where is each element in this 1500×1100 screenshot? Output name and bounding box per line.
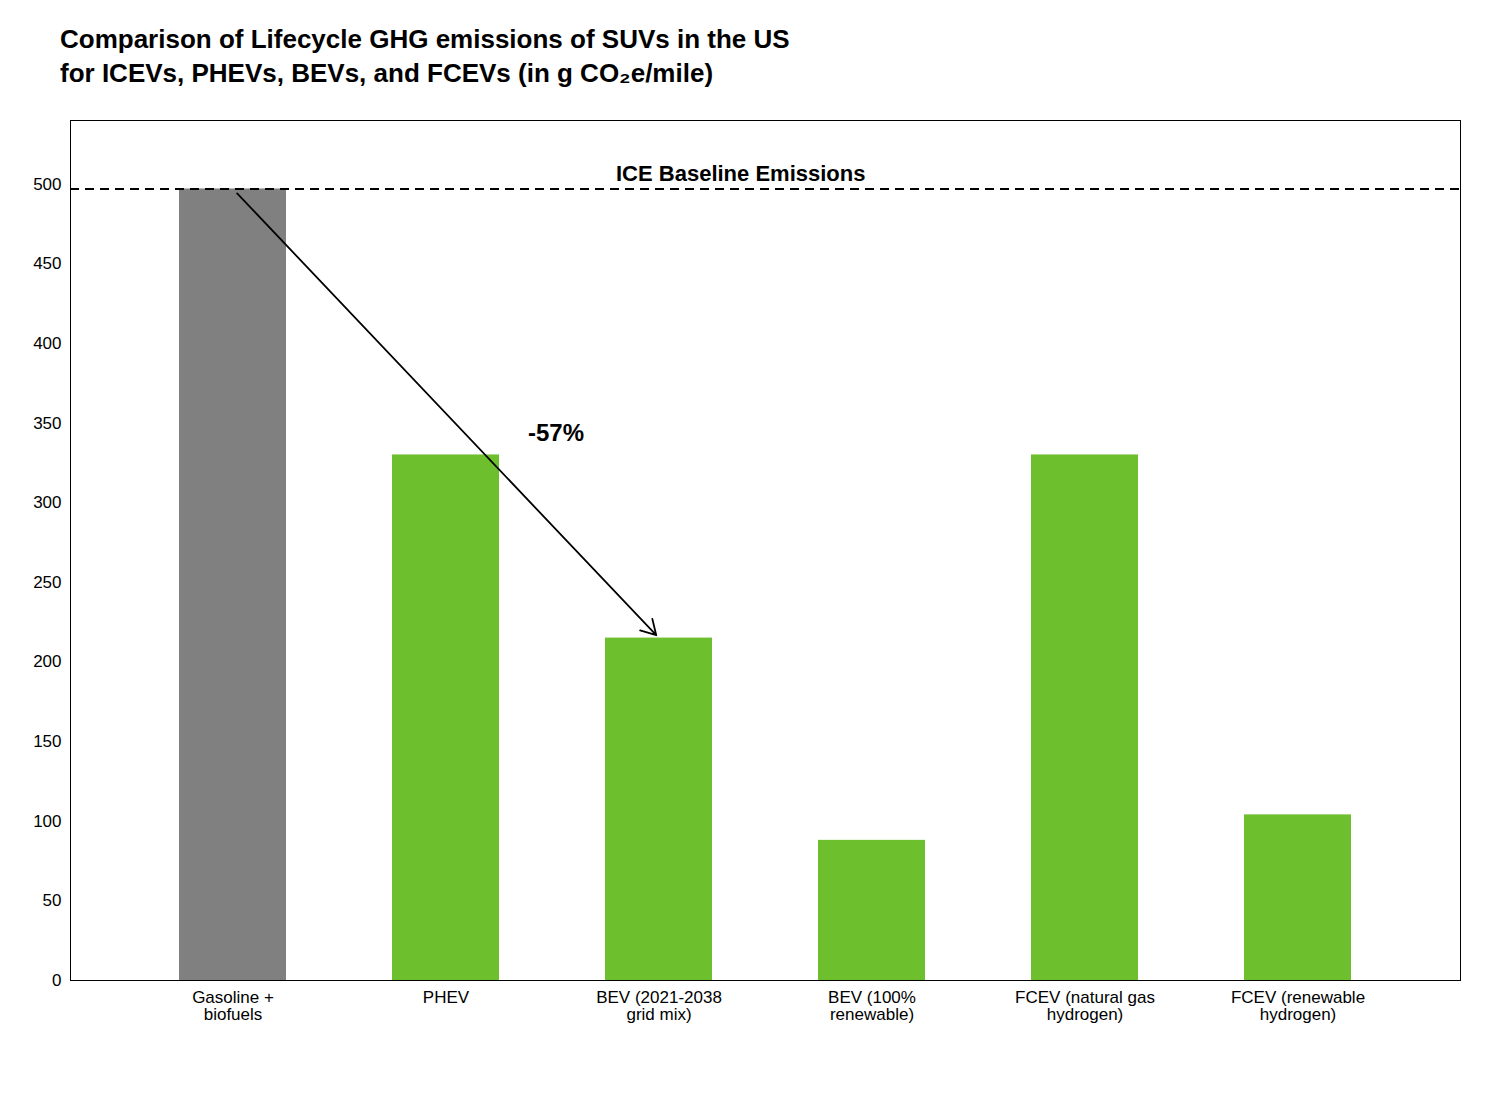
svg-text:FCEV (renewablehydrogen): FCEV (renewablehydrogen) [1231,988,1365,1024]
svg-text:0: 0 [52,971,61,990]
svg-text:200: 200 [33,652,61,671]
svg-text:BEV (2021-2038grid mix): BEV (2021-2038grid mix) [596,988,722,1024]
svg-text:400: 400 [33,334,61,353]
svg-text:BEV (100%renewable): BEV (100%renewable) [828,988,916,1024]
svg-text:50: 50 [43,891,62,910]
svg-text:100: 100 [33,812,61,831]
svg-text:300: 300 [33,493,61,512]
svg-text:350: 350 [33,414,61,433]
svg-text:500: 500 [33,175,61,194]
svg-text:250: 250 [33,573,61,592]
svg-text:450: 450 [33,254,61,273]
svg-text:Gasoline +biofuels: Gasoline +biofuels [192,988,274,1024]
html-text:for ICEVs, PHEVs, BEVs, and FC: for ICEVs, PHEVs, BEVs, and FCEVs (in g … [60,58,713,88]
svg-text:-57%: -57% [528,419,584,446]
svg-text:150: 150 [33,732,61,751]
svg-text:PHEV: PHEV [423,988,470,1007]
svg-text:ICE Baseline Emissions: ICE Baseline Emissions [616,161,865,186]
svg-text:FCEV (natural gashydrogen): FCEV (natural gashydrogen) [1015,988,1155,1024]
html-text:Comparison of Lifecycle GHG em: Comparison of Lifecycle GHG emissions of… [60,24,790,54]
